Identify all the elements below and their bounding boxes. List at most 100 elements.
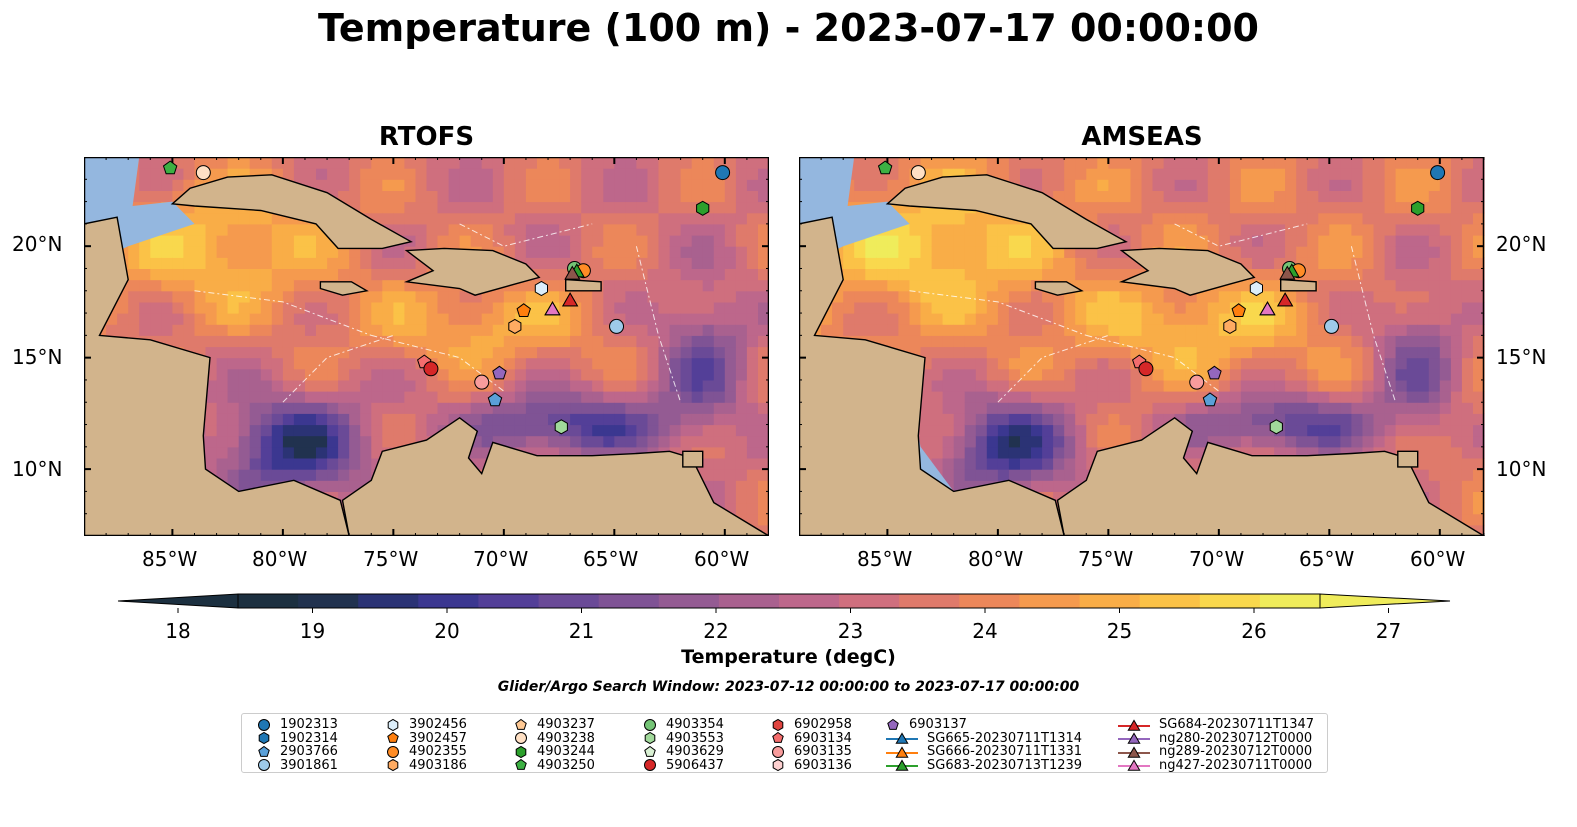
colorbar-bin: [1019, 594, 1080, 608]
land-trinidad: [682, 450, 704, 468]
colorbar-tick-label: 23: [838, 619, 863, 642]
platform-marker-4903186: [508, 318, 522, 334]
triangle-marker-icon: [886, 732, 918, 744]
platform-marker-4903244: [696, 200, 710, 216]
land-jamaica: [319, 281, 369, 296]
legend-label: 6903137: [909, 717, 967, 732]
pentagon-marker-icon: [772, 731, 784, 743]
lat-tick-left-15: 15°N: [12, 345, 63, 369]
land-trinidad: [1397, 450, 1419, 468]
platform-marker-1902313: [715, 165, 731, 181]
colorbar-tick-label: 21: [569, 619, 594, 642]
lon-tick-amseas-85: 85°W: [857, 547, 913, 571]
land-puertoRico: [565, 278, 602, 292]
colorbar-frame: [237, 593, 1321, 609]
land-hispaniola: [403, 247, 541, 296]
colorbar-tick-label: 24: [972, 619, 997, 642]
lon-tick-rtofs-75: 75°W: [363, 547, 419, 571]
pentagon-marker-icon: [515, 758, 527, 770]
legend-item: 4902355: [385, 744, 467, 759]
legend-label: 1902314: [280, 730, 338, 746]
colorbar-label: Temperature (degC): [681, 646, 896, 668]
legend-label: 6903134: [794, 730, 852, 746]
land-cuba: [885, 174, 1128, 250]
eez-line: [635, 246, 682, 403]
legend-item: 6903137: [885, 717, 967, 732]
legend-label: 3901861: [280, 757, 338, 773]
colorbar-tick-label: 22: [703, 619, 728, 642]
lon-tick-amseas-75: 75°W: [1078, 547, 1134, 571]
legend-label: SG666-20230711T1331: [927, 744, 1083, 759]
circle-marker-icon: [387, 745, 399, 758]
circle-marker-icon: [644, 759, 656, 771]
platform-marker-3901861: [609, 318, 625, 334]
colorbar-bin: [899, 594, 960, 608]
lon-tick-amseas-60: 60°W: [1410, 547, 1466, 571]
platform-marker-3902456: [534, 280, 548, 297]
eez-line: [909, 290, 1087, 336]
land-centralAmerica: [84, 157, 350, 536]
pentagon-marker-icon: [515, 718, 527, 730]
colorbar-extend-max: [1319, 593, 1451, 609]
hexagon-marker-icon: [772, 758, 784, 772]
circle-marker-icon: [772, 745, 784, 758]
legend-label: ng289-20230712T0000: [1159, 744, 1313, 759]
eez-line: [371, 334, 505, 392]
legend-item: 1902314: [256, 731, 338, 746]
legend-label: 4903244: [537, 744, 595, 759]
hexagon-marker-icon: [644, 731, 656, 745]
legend-item: 3902456: [385, 717, 467, 732]
legend-item: SG666-20230711T1331: [885, 744, 1082, 759]
legend-item: 4903186: [385, 758, 467, 773]
platform-marker-6903135: [1189, 374, 1205, 390]
hexagon-marker-icon: [387, 758, 399, 772]
platform-marker-SG684-20230711T1347: [1277, 292, 1294, 307]
platform-marker-4903553: [554, 419, 568, 435]
lat-tick-right-15: 15°N: [1496, 345, 1547, 369]
platform-marker-SG684-20230711T1347: [562, 292, 579, 307]
lon-tick-amseas-65: 65°W: [1299, 547, 1355, 571]
lon-tick-rtofs-60: 60°W: [694, 547, 750, 571]
legend-label: 1902313: [280, 717, 338, 732]
hexagon-marker-icon: [387, 718, 399, 731]
map-panel-rtofs: [84, 157, 769, 536]
legend-item: SG684-20230711T1347: [1117, 717, 1314, 732]
legend-label: ng280-20230712T0000: [1159, 730, 1313, 746]
lon-tick-rtofs-65: 65°W: [583, 547, 639, 571]
legend-label: 6903135: [794, 744, 852, 759]
land-puertoRico: [1280, 278, 1317, 292]
pentagon-marker-icon: [644, 745, 656, 757]
circle-marker-icon: [644, 718, 656, 731]
platform-marker-6903137: [1207, 365, 1222, 380]
legend-item: ng427-20230711T0000: [1117, 758, 1312, 773]
legend-item: 1902313: [256, 717, 338, 732]
search-window-text: Glider/Argo Search Window: 2023-07-12 00…: [497, 679, 1080, 695]
lon-tick-rtofs-70: 70°W: [473, 547, 529, 571]
colorbar-bin: [1079, 594, 1141, 608]
eez-line: [194, 290, 372, 336]
colorbar-tick-label: 19: [300, 619, 325, 642]
eez-line: [459, 223, 593, 247]
platform-marker-4903238: [195, 165, 211, 181]
platform-marker-5906437: [1138, 361, 1154, 377]
colorbar-bin: [238, 594, 299, 608]
triangle-marker-icon: [1118, 732, 1150, 744]
lon-tick-amseas-70: 70°W: [1189, 547, 1245, 571]
legend-label: 4903629: [666, 744, 724, 759]
platform-marker-3901861: [1324, 318, 1340, 334]
colorbar-bin: [1199, 594, 1261, 608]
eez-line: [1086, 334, 1220, 392]
colorbar-tick-label: 26: [1241, 619, 1266, 642]
triangle-marker-icon: [1118, 759, 1150, 771]
panel-title-amseas: AMSEAS: [1081, 122, 1203, 152]
legend-label: 4903250: [537, 757, 595, 773]
platform-marker-4903250: [162, 160, 178, 175]
platform-marker-4903250: [877, 160, 893, 175]
platform-marker-ng427-20230711T0000: [544, 301, 561, 316]
platform-marker-5906437: [423, 361, 439, 377]
colorbar-bin: [1259, 594, 1321, 608]
platform-marker-3902457: [1231, 303, 1246, 317]
colorbar-tick-label: 18: [165, 619, 190, 642]
legend-item: 3901861: [256, 758, 338, 773]
panel-title-rtofs: RTOFS: [378, 122, 475, 152]
